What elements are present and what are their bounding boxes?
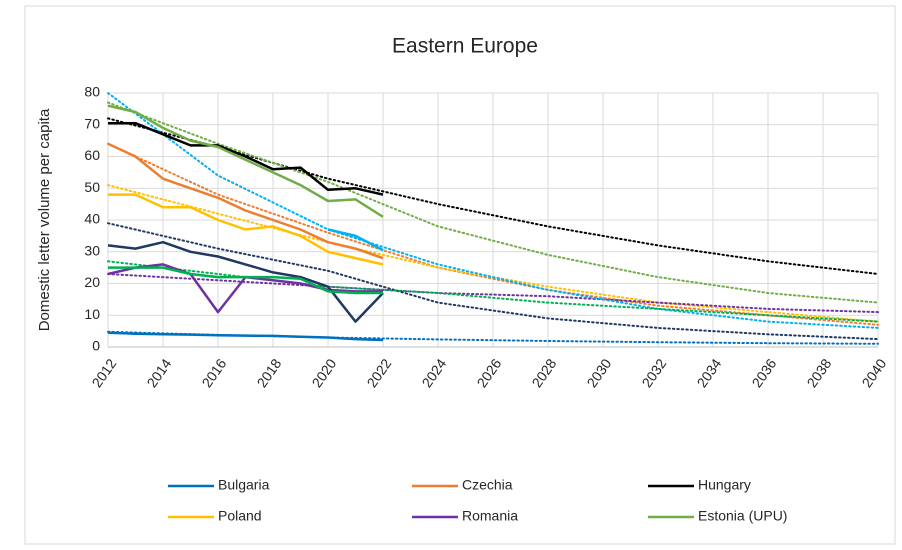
trend-line	[107, 92, 879, 329]
y-tick-label: 40	[84, 211, 100, 227]
chart-frame	[24, 5, 896, 545]
series-line	[107, 240, 384, 323]
series-line	[327, 228, 384, 252]
legend-label: Poland	[218, 508, 262, 524]
legend-label: Bulgaria	[218, 477, 270, 493]
series-line	[108, 121, 384, 196]
y-tick-label: 10	[84, 306, 100, 322]
y-tick-label: 60	[84, 147, 100, 163]
series-line	[108, 193, 384, 266]
trend-line	[107, 273, 879, 314]
series-line	[107, 142, 384, 260]
legend-label: Estonia (UPU)	[698, 508, 787, 524]
series-line	[107, 104, 384, 218]
y-tick-label: 50	[84, 179, 100, 195]
y-tick-label: 30	[84, 242, 100, 258]
trend-line	[107, 260, 879, 323]
legend-label: Romania	[462, 508, 518, 524]
y-tick-label: 20	[84, 274, 100, 290]
trend-line	[107, 222, 879, 341]
series-line	[108, 266, 383, 295]
y-tick-label: 0	[92, 338, 100, 354]
y-tick-label: 80	[84, 84, 100, 100]
y-tick-label: 70	[84, 115, 100, 131]
series-line	[107, 331, 384, 342]
chart-title: Eastern Europe	[392, 35, 538, 58]
legend-label: Hungary	[698, 477, 751, 493]
trend-line	[107, 101, 879, 304]
y-axis-label: Domestic letter volume per capita	[36, 108, 53, 331]
legend-label: Czechia	[462, 477, 513, 493]
